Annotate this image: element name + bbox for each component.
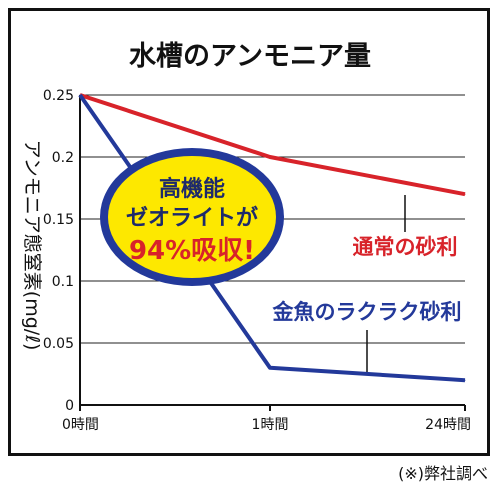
- axis-layer: [79, 95, 466, 411]
- x-tick-labels: 0時間 1時間 24時間: [62, 417, 471, 433]
- y-tick-label: 0: [65, 398, 74, 414]
- y-axis-label: アンモニア態窒素(mg/ℓ): [21, 140, 43, 351]
- zeolite-badge: 高機能 ゼオライトが 94%吸収!: [100, 148, 284, 286]
- data-point: [464, 379, 466, 381]
- source-note: (※)弊社調べ: [398, 464, 488, 483]
- data-point: [79, 94, 81, 96]
- y-tick-label: 0.25: [43, 88, 74, 104]
- data-point: [269, 367, 271, 369]
- chart-title: 水槽のアンモニア量: [129, 41, 371, 72]
- series-leader-lines: [366, 195, 406, 372]
- x-tick-label: 1時間: [252, 417, 289, 433]
- badge-fill: [108, 156, 276, 278]
- series-label-goldfish-gravel: 金魚のラクラク砂利: [272, 300, 462, 324]
- badge-line1: 高機能: [159, 176, 225, 202]
- y-tick-label: 0.2: [52, 150, 74, 166]
- y-tick-label: 0.1: [52, 274, 74, 290]
- data-point: [464, 193, 466, 195]
- y-tick-labels: 0 0.05 0.1 0.15 0.2 0.25: [43, 88, 74, 414]
- badge-line3: 94%吸収!: [129, 236, 255, 266]
- x-tick-label: 0時間: [62, 417, 99, 433]
- y-tick-label: 0.15: [43, 212, 74, 228]
- data-point: [269, 156, 271, 158]
- y-tick-label: 0.05: [43, 336, 74, 352]
- badge-line2: ゼオライトが: [126, 205, 258, 231]
- x-tick-label: 24時間: [425, 417, 471, 433]
- series-label-regular-gravel: 通常の砂利: [353, 235, 458, 259]
